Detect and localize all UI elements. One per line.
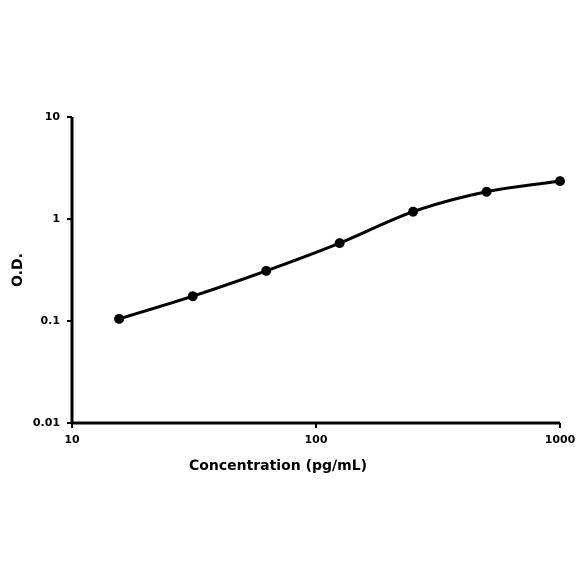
y-tick-label: 1 bbox=[52, 212, 60, 225]
point bbox=[481, 186, 492, 197]
y-tick-label: 0.01 bbox=[33, 416, 60, 429]
point bbox=[114, 313, 125, 324]
point bbox=[555, 176, 565, 187]
y-axis-label: O.D. bbox=[10, 253, 26, 287]
point bbox=[261, 265, 272, 276]
x-tick-label: 1000 bbox=[545, 433, 576, 446]
point bbox=[187, 291, 198, 302]
point bbox=[408, 206, 419, 217]
y-tick-label: 0.1 bbox=[41, 314, 61, 327]
x-axis-label: Concentration (pg/mL) bbox=[189, 458, 367, 474]
x-tick-label: 100 bbox=[305, 433, 328, 446]
y-tick-label: 10 bbox=[45, 110, 61, 123]
x-tick-label: 10 bbox=[64, 433, 80, 446]
point bbox=[334, 238, 345, 249]
